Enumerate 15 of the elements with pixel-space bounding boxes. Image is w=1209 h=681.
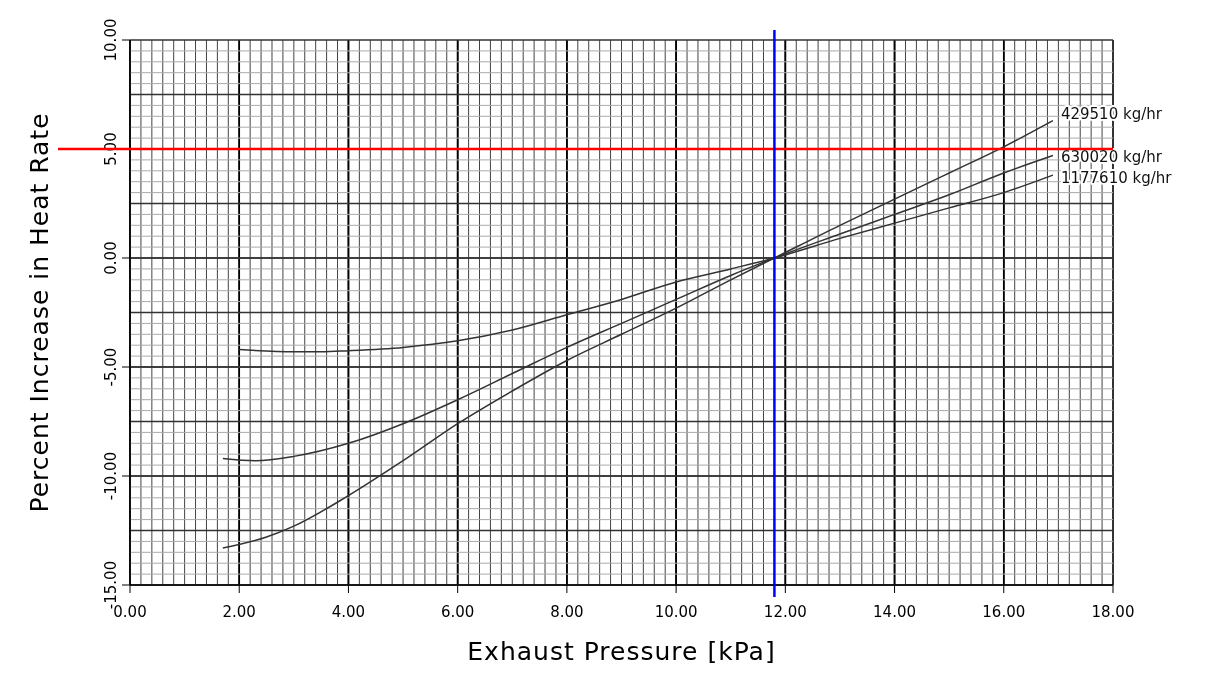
y-tick-label: -10.00 [102,451,120,501]
x-tick-label: 12.00 [763,603,807,621]
x-axis-title: Exhaust Pressure [kPa] [467,637,776,666]
x-tick-label: 10.00 [654,603,698,621]
x-tick-label: 6.00 [440,603,475,621]
x-tick-label: 16.00 [982,603,1026,621]
x-tick-label: 8.00 [550,603,584,621]
y-axis-title: Percent Increase in Heat Rate [25,112,54,513]
x-tick-label: 18.00 [1091,603,1135,621]
y-tick-label: 10.00 [102,18,120,62]
x-tick-label: 4.00 [331,603,366,621]
y-tick-label: 0.00 [102,241,120,275]
x-tick-label: 14.00 [873,603,917,621]
x-tick-label: 2.00 [222,603,256,621]
y-tick-label: -5.00 [102,347,120,387]
